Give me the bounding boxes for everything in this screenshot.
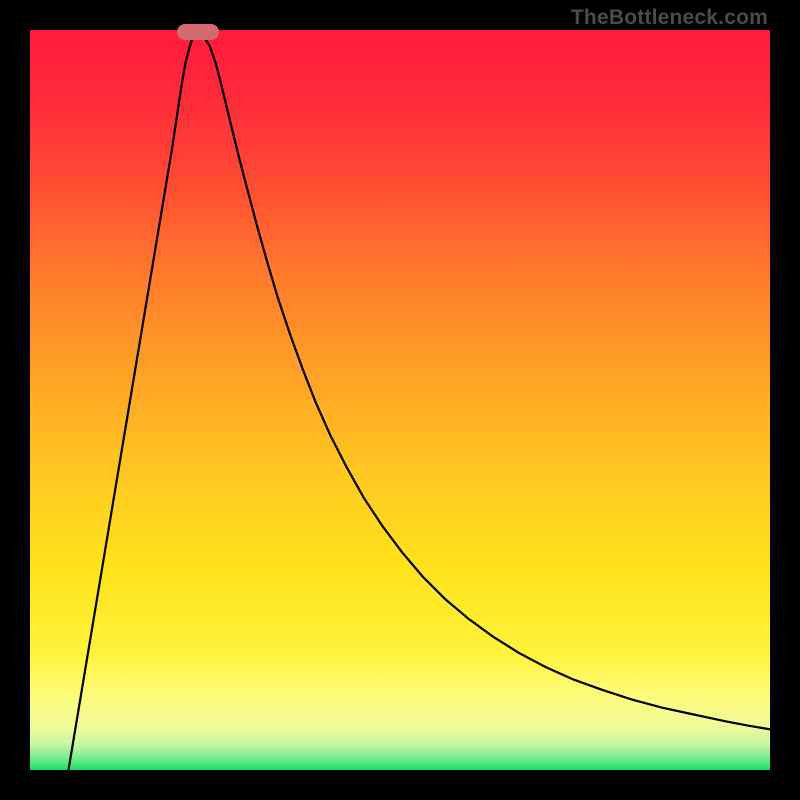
- curve-line: [30, 30, 770, 770]
- min-marker: [177, 24, 219, 40]
- chart-container: TheBottleneck.com: [0, 0, 800, 800]
- plot-area: [30, 30, 770, 770]
- watermark-text: TheBottleneck.com: [571, 6, 768, 30]
